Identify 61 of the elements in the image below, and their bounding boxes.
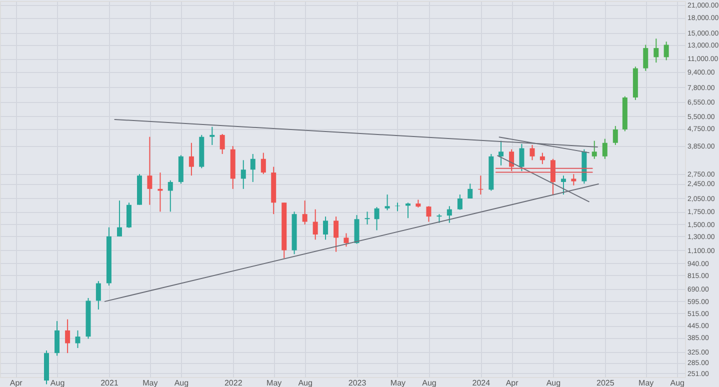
candlestick [446, 206, 452, 224]
candlestick [530, 144, 535, 161]
x-tick-label: May [142, 378, 158, 387]
candlestick [312, 208, 318, 240]
x-tick-label: Aug [298, 378, 312, 387]
candlestick [550, 158, 556, 196]
x-tick-label: 2021 [100, 378, 119, 387]
candlestick [126, 202, 132, 228]
x-tick-label: Apr [10, 378, 23, 387]
candlestick [96, 280, 101, 310]
candlestick [334, 216, 339, 252]
candlestick [384, 194, 390, 211]
candlestick [602, 138, 608, 160]
candlestick [509, 148, 514, 172]
candlestick [571, 174, 576, 186]
x-tick-label: Aug [50, 378, 65, 387]
x-tick-label: May [390, 378, 406, 387]
candlestick [54, 320, 60, 356]
candlestick [116, 200, 122, 237]
candlestick [374, 206, 380, 231]
x-tick-label: Aug [546, 378, 561, 387]
candlestick [75, 330, 80, 349]
x-tick-label: Apr [506, 378, 519, 387]
candlestick [394, 202, 400, 212]
candlestick [654, 38, 659, 64]
candlestick [560, 175, 566, 196]
candlestick [664, 41, 669, 61]
candlestick [250, 153, 256, 182]
candlestick [468, 183, 473, 199]
x-tick-label: 2022 [224, 378, 243, 387]
x-tick-label: Aug [174, 378, 189, 387]
x-tick-label: 2024 [472, 378, 491, 387]
candlestick [168, 180, 173, 212]
candlestick [188, 142, 194, 176]
candlestick [519, 143, 524, 172]
candlestick [220, 133, 225, 154]
x-tick-label: May [638, 378, 654, 387]
candlestick [540, 152, 545, 165]
candlestick [457, 194, 462, 210]
candlestick [354, 214, 360, 244]
candlestick [240, 160, 246, 190]
candlestick [210, 126, 215, 146]
candlestick [65, 318, 70, 354]
candlestick [344, 232, 349, 248]
candlestick [612, 125, 618, 146]
x-tick-label: 2023 [348, 378, 367, 387]
candlestick [426, 206, 432, 222]
candlestick [260, 152, 266, 175]
x-tick-label: 2025 [596, 378, 615, 387]
candlestick [323, 216, 328, 240]
candlestick [406, 202, 411, 219]
candlestick [364, 211, 370, 225]
candlestick [498, 140, 504, 166]
x-tick-label: May [266, 378, 282, 387]
candlestick [302, 200, 308, 225]
candlestick [158, 172, 163, 212]
candlestick [592, 140, 597, 160]
x-tick-label: Aug [422, 378, 436, 387]
candlestick [147, 136, 152, 206]
x-tick-label: Aug [670, 378, 684, 387]
candlestick [643, 44, 648, 72]
